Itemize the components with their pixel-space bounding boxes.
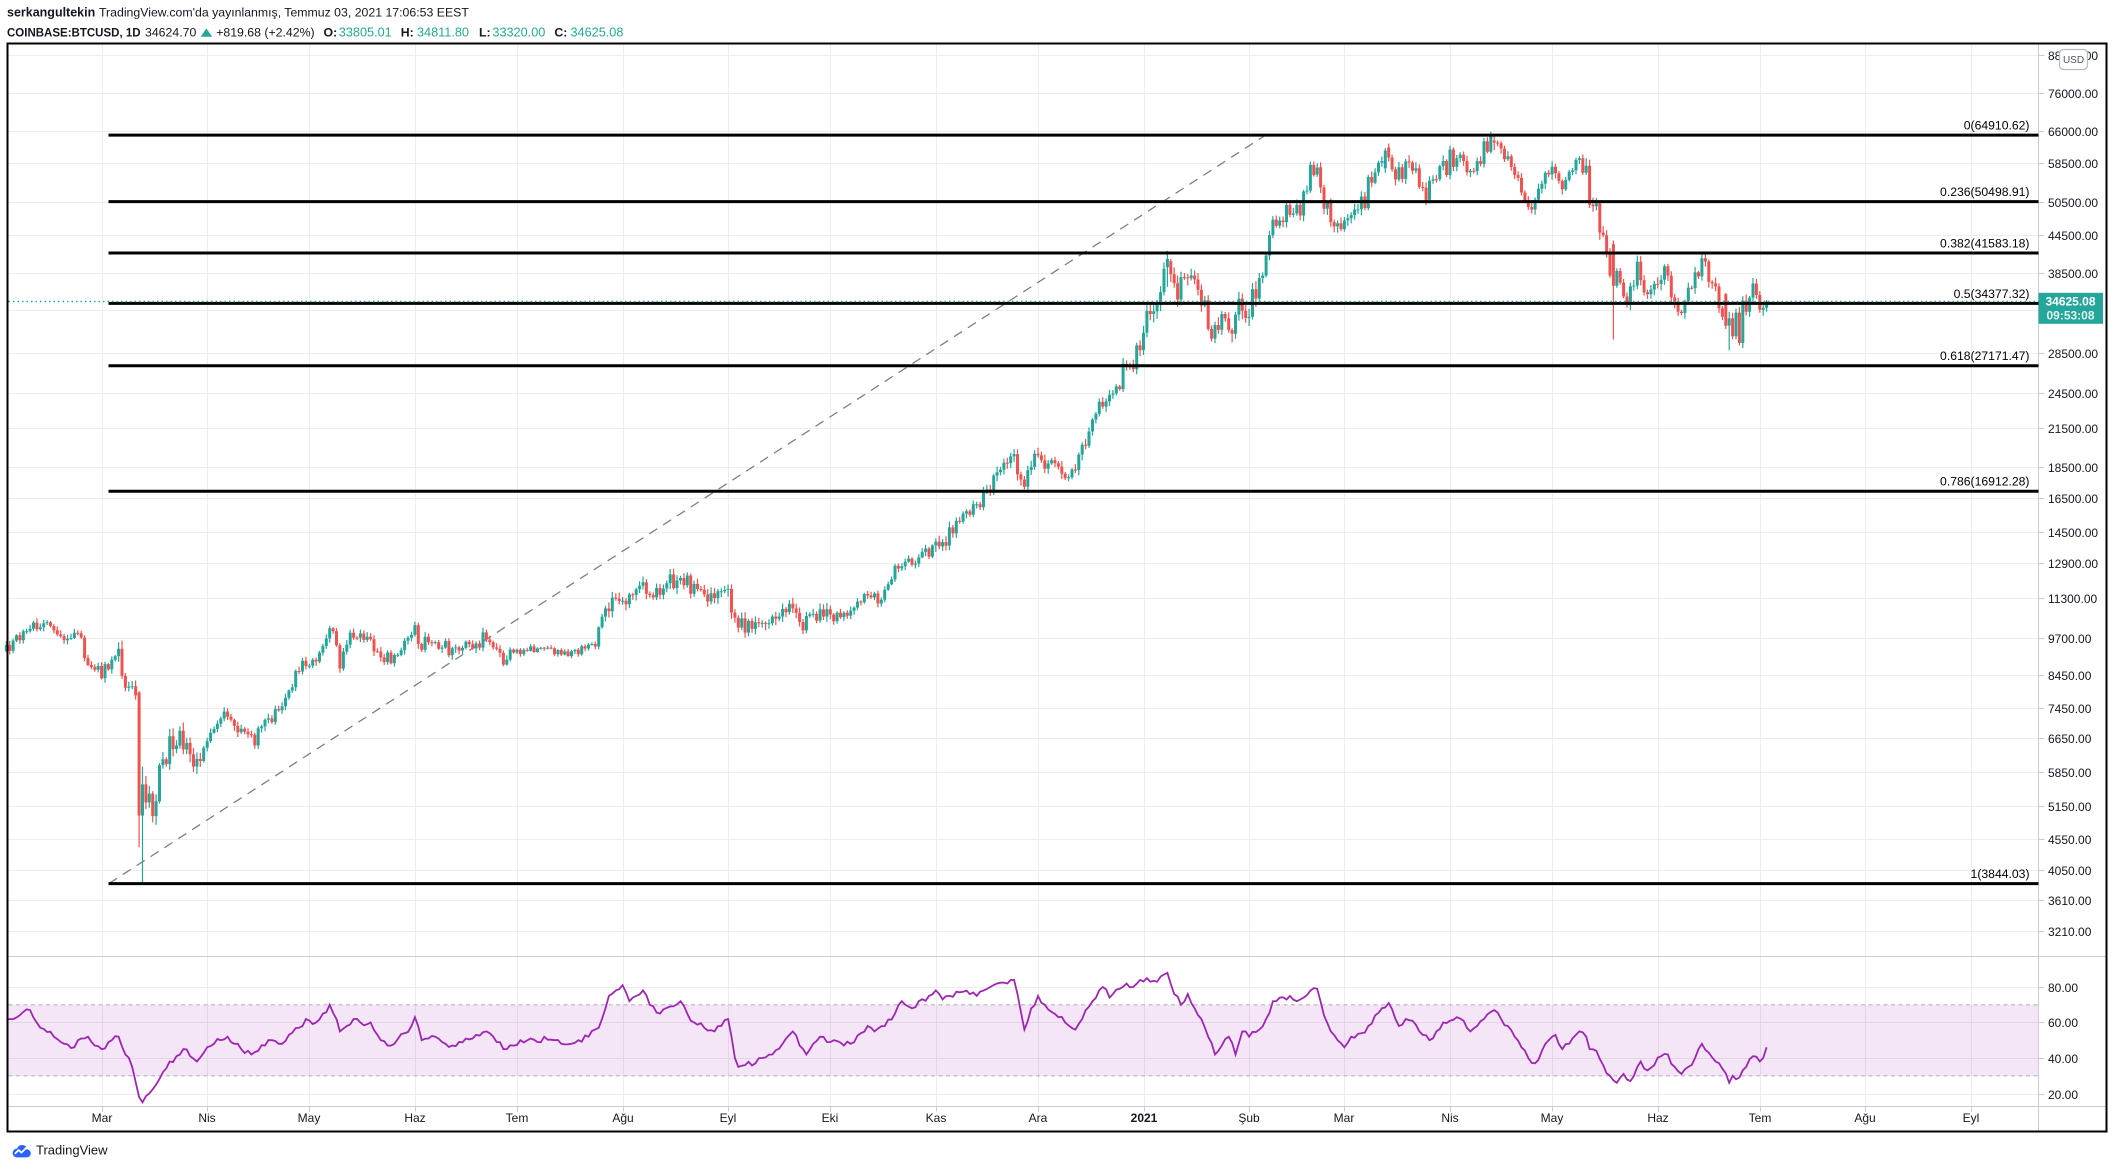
svg-text:14500.00: 14500.00 xyxy=(2048,526,2098,540)
svg-text:Nis: Nis xyxy=(198,1111,215,1125)
svg-text:24500.00: 24500.00 xyxy=(2048,387,2098,401)
svg-text:50500.00: 50500.00 xyxy=(2048,196,2098,210)
svg-text:34811.80: 34811.80 xyxy=(417,26,469,40)
svg-text:Haz: Haz xyxy=(1647,1111,1668,1125)
svg-text:Ağu: Ağu xyxy=(1854,1111,1875,1125)
svg-text:Mar: Mar xyxy=(1334,1111,1355,1125)
svg-text:C:: C: xyxy=(554,26,567,40)
svg-text:3610.00: 3610.00 xyxy=(2048,894,2092,908)
svg-text:USD: USD xyxy=(2063,55,2084,66)
svg-text:Eyl: Eyl xyxy=(720,1111,737,1125)
svg-text:34625.08: 34625.08 xyxy=(571,26,624,40)
svg-text:TradingView: TradingView xyxy=(36,1143,108,1158)
svg-text:4550.00: 4550.00 xyxy=(2048,833,2092,847)
svg-text:5150.00: 5150.00 xyxy=(2048,800,2092,814)
svg-text:Eki: Eki xyxy=(822,1111,839,1125)
svg-text:+819.68 (+2.42%): +819.68 (+2.42%) xyxy=(216,26,314,40)
svg-text:58500.00: 58500.00 xyxy=(2048,157,2098,171)
svg-text:2021: 2021 xyxy=(1131,1111,1158,1125)
svg-text:0(64910.62): 0(64910.62) xyxy=(1964,119,2030,133)
svg-text:6650.00: 6650.00 xyxy=(2048,732,2092,746)
svg-text:20.00: 20.00 xyxy=(2048,1088,2078,1102)
svg-text:21500.00: 21500.00 xyxy=(2048,422,2098,436)
svg-text:Nis: Nis xyxy=(1441,1111,1458,1125)
svg-text:38500.00: 38500.00 xyxy=(2048,267,2098,281)
svg-text:Şub: Şub xyxy=(1238,1111,1260,1125)
svg-text:33320.00: 33320.00 xyxy=(492,26,545,40)
svg-text:34624.70: 34624.70 xyxy=(145,26,196,40)
svg-text:76000.00: 76000.00 xyxy=(2048,87,2098,101)
svg-text:66000.00: 66000.00 xyxy=(2048,125,2098,139)
svg-text:Kas: Kas xyxy=(926,1111,947,1125)
svg-text:May: May xyxy=(298,1111,321,1125)
svg-text:80.00: 80.00 xyxy=(2048,981,2078,995)
svg-text:11300.00: 11300.00 xyxy=(2048,592,2097,606)
svg-text:28500.00: 28500.00 xyxy=(2048,347,2098,361)
svg-text:May: May xyxy=(1541,1111,1564,1125)
svg-text:09:53:08: 09:53:08 xyxy=(2046,308,2094,322)
svg-text:7450.00: 7450.00 xyxy=(2048,702,2092,716)
svg-text:COINBASE:BTCUSD, 1D: COINBASE:BTCUSD, 1D xyxy=(7,28,141,40)
svg-text:8450.00: 8450.00 xyxy=(2048,669,2092,683)
svg-text:0.786(16912.28): 0.786(16912.28) xyxy=(1940,475,2029,489)
svg-text:Ağu: Ağu xyxy=(612,1111,633,1125)
svg-text:0.382(41583.18): 0.382(41583.18) xyxy=(1940,237,2029,251)
svg-text:0.236(50498.91): 0.236(50498.91) xyxy=(1940,185,2029,199)
svg-text:12900.00: 12900.00 xyxy=(2048,557,2098,571)
svg-text:serkangultekin: serkangultekin xyxy=(7,6,95,20)
svg-text:16500.00: 16500.00 xyxy=(2048,492,2098,506)
svg-text:0.618(27171.47): 0.618(27171.47) xyxy=(1940,349,2029,363)
svg-text:18500.00: 18500.00 xyxy=(2048,461,2098,475)
svg-text:Haz: Haz xyxy=(404,1111,425,1125)
svg-text:Ara: Ara xyxy=(1029,1111,1048,1125)
svg-text:H:: H: xyxy=(401,26,414,40)
svg-text:1(3844.03): 1(3844.03) xyxy=(1971,867,2030,881)
svg-text:60.00: 60.00 xyxy=(2048,1016,2078,1030)
svg-text:Eyl: Eyl xyxy=(1963,1111,1980,1125)
svg-text:5850.00: 5850.00 xyxy=(2048,766,2092,780)
svg-text:0.5(34377.32): 0.5(34377.32) xyxy=(1954,287,2030,301)
svg-text:Tem: Tem xyxy=(1749,1111,1772,1125)
svg-text:9700.00: 9700.00 xyxy=(2048,632,2092,646)
svg-text:TradingView.com'da yayınlanmış: TradingView.com'da yayınlanmış, Temmuz 0… xyxy=(99,6,469,20)
svg-text:40.00: 40.00 xyxy=(2048,1052,2078,1066)
svg-text:L:: L: xyxy=(479,26,491,40)
svg-text:Tem: Tem xyxy=(506,1111,529,1125)
svg-text:3210.00: 3210.00 xyxy=(2048,925,2092,939)
svg-text:33805.01: 33805.01 xyxy=(339,26,392,40)
svg-text:44500.00: 44500.00 xyxy=(2048,229,2098,243)
svg-text:34625.08: 34625.08 xyxy=(2045,294,2095,308)
svg-text:Mar: Mar xyxy=(92,1111,113,1125)
svg-text:O:: O: xyxy=(324,26,338,40)
svg-text:4050.00: 4050.00 xyxy=(2048,864,2092,878)
